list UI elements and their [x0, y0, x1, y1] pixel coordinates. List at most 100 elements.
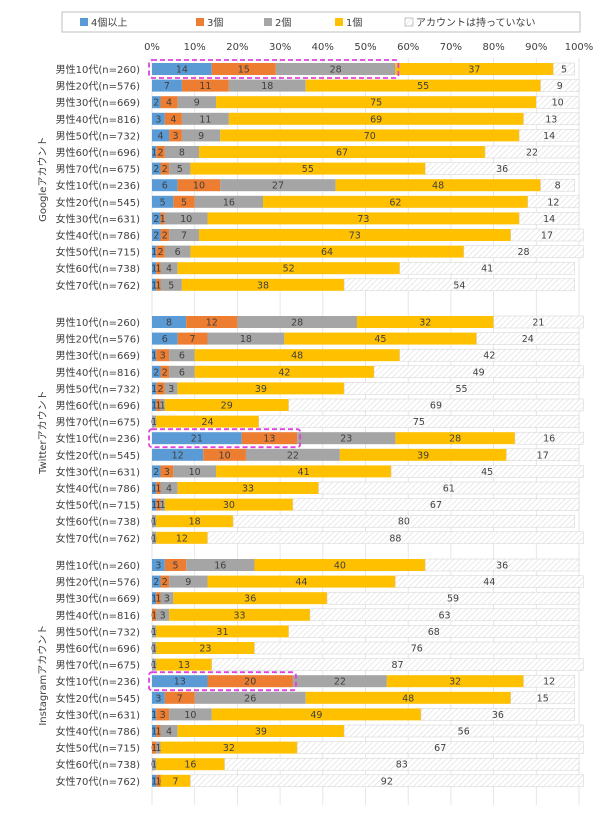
bar-segment	[164, 382, 178, 395]
row-label: 男性70代(n=675)	[56, 163, 140, 176]
data-label: 6	[162, 334, 168, 345]
row-label: 女性10代(n=236)	[56, 179, 140, 192]
data-label: 54	[453, 280, 465, 291]
data-label: 5	[168, 280, 174, 291]
data-label: 4	[166, 727, 172, 738]
data-label: 16	[214, 561, 226, 572]
row-label: 男性20代(n=576)	[56, 576, 140, 589]
bar-segment	[152, 608, 157, 621]
data-label: 7	[164, 81, 170, 92]
bar-segment	[156, 741, 161, 754]
bar-segment	[527, 195, 580, 209]
row-label: 女性40代(n=786)	[56, 482, 140, 495]
data-label: 55	[302, 164, 314, 175]
data-label: 4	[166, 98, 172, 109]
data-label: 1	[151, 264, 157, 275]
data-label: 2	[162, 164, 168, 175]
data-label: 44	[295, 577, 307, 588]
bar-segment	[156, 725, 161, 737]
data-label: 55	[456, 384, 468, 395]
bar-segment	[152, 146, 157, 158]
bar-segment	[160, 278, 182, 291]
data-label: 3	[172, 131, 178, 142]
bar-segment	[173, 465, 217, 478]
bar-segment	[156, 498, 161, 511]
bar-segment	[152, 278, 157, 291]
bar-segment	[194, 195, 264, 208]
bar-segment	[152, 365, 161, 378]
bar-segment	[198, 146, 486, 158]
bar-segment	[160, 96, 178, 109]
data-label: 15	[537, 693, 549, 704]
data-label: 1	[151, 247, 157, 258]
bar-segment	[177, 332, 208, 345]
bar-segment	[164, 559, 187, 571]
bar-segment	[160, 365, 170, 378]
axis-tick-label: 70%	[440, 42, 462, 53]
bar-segment	[216, 465, 392, 478]
data-label: 1	[151, 351, 157, 362]
data-label: 3	[155, 693, 161, 704]
data-label: 10	[189, 467, 201, 478]
bar-segment	[335, 179, 541, 192]
bar-segment	[284, 332, 477, 345]
bar-segment	[152, 63, 212, 75]
row-label: 女性40代(n=786)	[56, 229, 140, 242]
bar-segment	[220, 129, 520, 142]
data-label: 42	[483, 351, 495, 362]
data-label: 36	[492, 710, 504, 721]
bar-segment	[156, 146, 165, 158]
data-label: 40	[334, 561, 346, 572]
bar-segment	[553, 62, 575, 76]
data-label: 1	[151, 594, 157, 605]
row-label: 男性30代(n=669)	[56, 96, 140, 109]
bar-segment	[177, 96, 217, 109]
bar-segment	[152, 725, 157, 737]
data-label: 87	[391, 660, 403, 671]
data-label: 3	[164, 467, 170, 478]
row-label: 女性40代(n=786)	[56, 725, 140, 738]
bar-segment	[177, 262, 400, 275]
data-label: 48	[291, 351, 303, 362]
bar-segment	[177, 382, 345, 395]
bar-segment	[169, 575, 208, 588]
data-label: 12	[172, 450, 184, 461]
data-label: 10	[180, 214, 192, 225]
group-label: Twitterアカウント	[37, 390, 49, 475]
bar-segment	[263, 195, 528, 208]
axis-tick-label: 10%	[184, 42, 206, 53]
bar-segment	[390, 465, 584, 478]
row-label: 男性60代(n=696)	[56, 399, 140, 412]
row-label: 女性20代(n=545)	[56, 196, 140, 209]
data-label: 3	[155, 114, 161, 125]
bar-segment	[190, 774, 584, 788]
data-label: 4	[166, 484, 172, 495]
bar-segment	[420, 708, 575, 721]
bar-segment	[164, 498, 293, 511]
data-label: 11	[199, 81, 211, 92]
bar-segment	[207, 212, 520, 225]
bar-segment	[305, 79, 541, 92]
data-label: 61	[443, 484, 455, 495]
bar-segment	[173, 592, 328, 605]
bar-segment	[190, 162, 426, 175]
bar-segment	[160, 575, 170, 588]
data-label: 69	[430, 401, 442, 412]
data-label: 67	[430, 500, 442, 511]
data-label: 28	[291, 318, 303, 329]
data-label: 23	[199, 644, 211, 655]
bar-segment	[211, 63, 276, 75]
bar-segment	[156, 658, 212, 671]
bar-segment	[160, 592, 174, 605]
data-label: 1	[151, 384, 157, 395]
bar-segment	[203, 448, 246, 461]
bar-segment	[156, 382, 165, 395]
group-label: Instagramアカウント	[37, 625, 49, 726]
data-label: 1	[151, 776, 157, 787]
bar-segment	[152, 448, 204, 461]
data-label: 21	[532, 318, 544, 329]
data-label: 1	[151, 660, 157, 671]
data-label: 41	[481, 264, 493, 275]
bar-segment	[258, 415, 580, 428]
data-label: 1	[160, 401, 166, 412]
